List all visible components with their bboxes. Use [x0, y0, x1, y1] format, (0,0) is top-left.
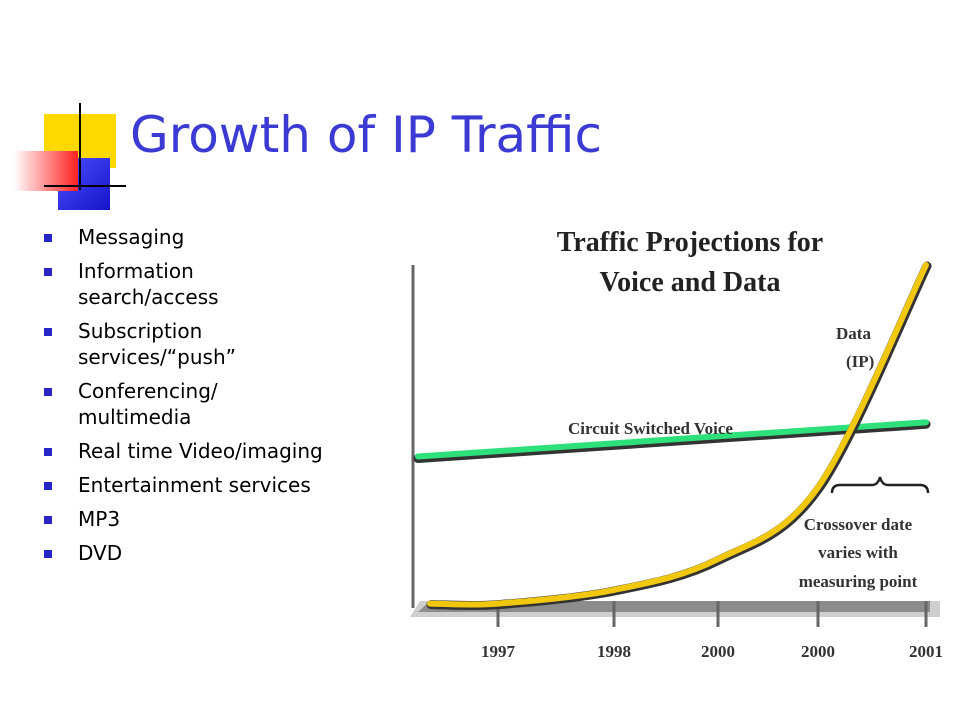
x-tick-label: 1998	[597, 642, 631, 661]
traffic-chart: Traffic Projections for Voice and Data 1…	[410, 227, 943, 661]
bullet-item: Entertainment services	[44, 472, 384, 498]
bullet-item: Real time Video/imaging	[44, 438, 384, 464]
bullet-square-icon	[44, 516, 52, 524]
bullet-square-icon	[44, 388, 52, 396]
crossover-brace	[830, 476, 930, 494]
bullet-square-icon	[44, 234, 52, 242]
slide-title: Growth of IP Traffic	[130, 106, 602, 164]
bullet-text: DVD	[78, 541, 123, 565]
x-tick-label: 1997	[481, 642, 516, 661]
bullet-item: Messaging	[44, 224, 384, 250]
bullet-text: Subscription services/“push”	[78, 319, 236, 369]
crossover-note-line-3: measuring point	[799, 572, 918, 591]
bullet-item: DVD	[44, 540, 384, 566]
voice-line	[415, 419, 929, 460]
bullet-item: Subscription services/“push”	[44, 318, 384, 370]
x-tick-label: 2001	[909, 642, 943, 661]
bullet-list: Messaging Information search/access Subs…	[44, 224, 384, 574]
bullet-text: Messaging	[78, 225, 185, 249]
bullet-item: Conferencing/ multimedia	[44, 378, 384, 430]
bullet-text: Information search/access	[78, 259, 219, 309]
bullet-text: Entertainment services	[78, 473, 311, 497]
bullet-text: Real time Video/imaging	[78, 439, 323, 463]
chart-title-line-1: Traffic Projections for	[557, 227, 823, 258]
deco-red-square	[14, 151, 78, 191]
voice-series-label: Circuit Switched Voice	[568, 419, 733, 438]
bullet-item: MP3	[44, 506, 384, 532]
bullet-item: Information search/access	[44, 258, 384, 310]
x-tick-label: 2000	[801, 642, 835, 661]
data-series-label-line-1: Data	[836, 324, 871, 343]
bullet-square-icon	[44, 550, 52, 558]
bullet-square-icon	[44, 328, 52, 336]
bullet-square-icon	[44, 482, 52, 490]
bullet-text: Conferencing/ multimedia	[78, 379, 218, 429]
crossover-note-line-2: varies with	[818, 543, 898, 562]
crossover-note-line-1: Crossover date	[804, 515, 913, 534]
x-tick-label: 2000	[701, 642, 735, 661]
bullet-square-icon	[44, 448, 52, 456]
bullet-square-icon	[44, 268, 52, 276]
title-decoration	[14, 103, 126, 210]
bullet-text: MP3	[78, 507, 121, 531]
data-series-label-line-2: (IP)	[846, 352, 874, 371]
chart-title-line-2: Voice and Data	[600, 267, 781, 298]
